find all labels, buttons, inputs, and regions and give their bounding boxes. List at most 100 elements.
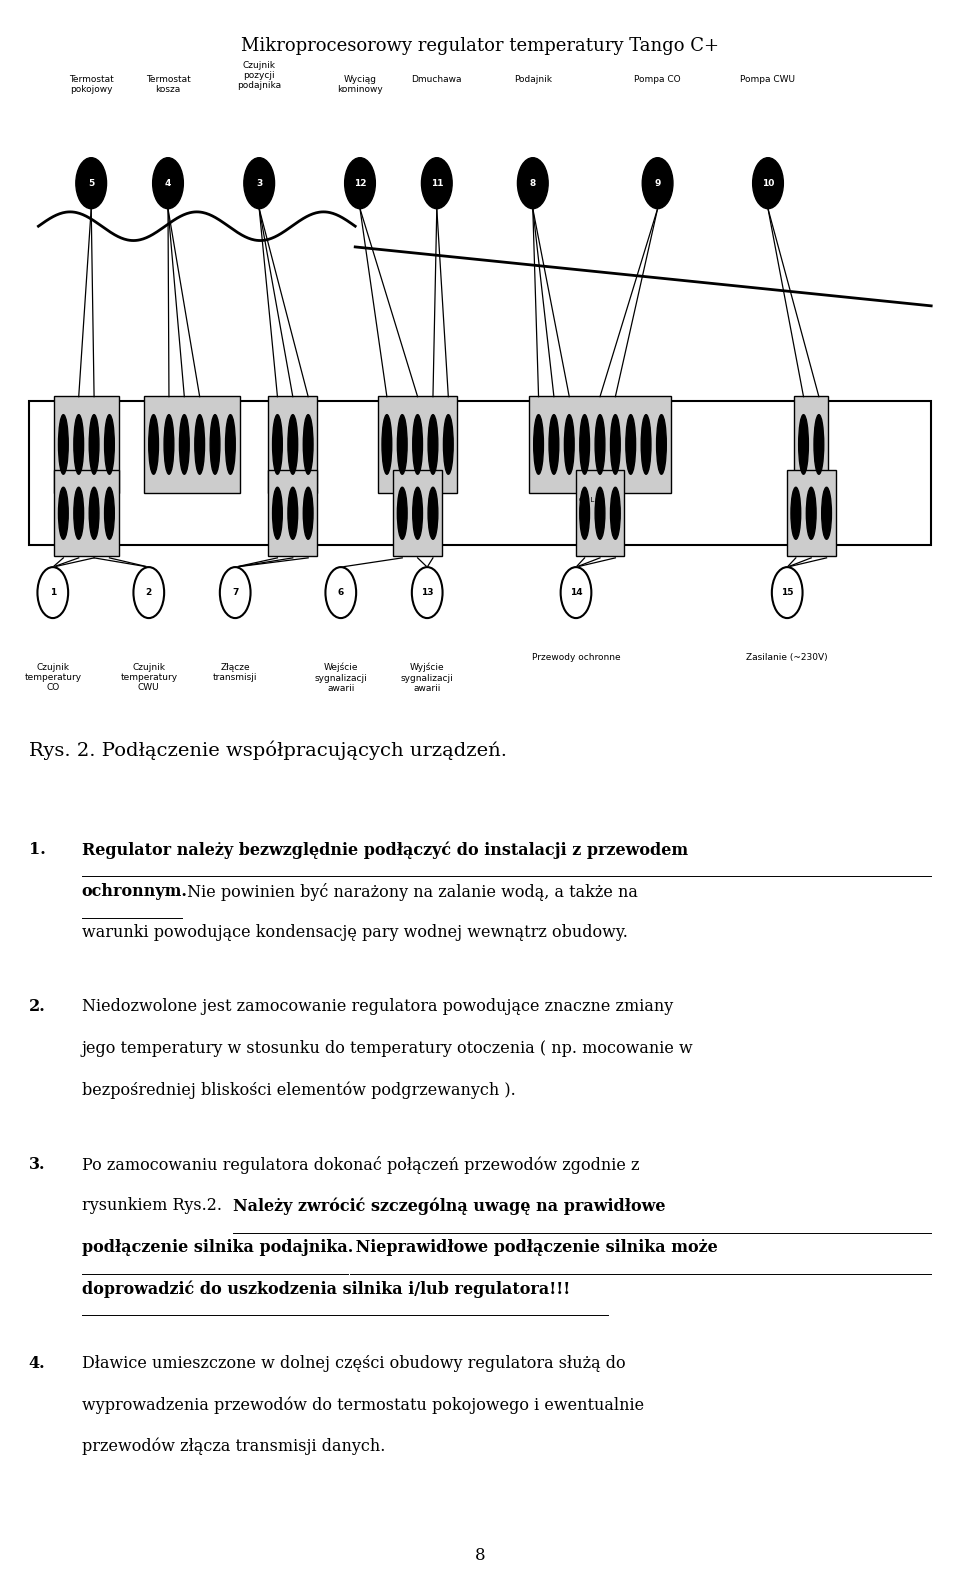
Text: jego temperatury w stosunku do temperatury otoczenia ( np. mocowanie w: jego temperatury w stosunku do temperatu…: [82, 1040, 693, 1056]
Text: Zasilanie (~230V): Zasilanie (~230V): [746, 653, 828, 663]
Ellipse shape: [59, 414, 68, 475]
Circle shape: [345, 158, 375, 209]
Text: warunki powodujące kondensację pary wodnej wewnątrz obudowy.: warunki powodujące kondensację pary wodn…: [82, 924, 628, 941]
Text: Mikroprocesorowy regulator temperatury Tango C+: Mikroprocesorowy regulator temperatury T…: [241, 37, 719, 54]
Text: Nieprawidłowe podłączenie silnika może: Nieprawidłowe podłączenie silnika może: [350, 1239, 718, 1255]
Text: Wyciąg
kominowy: Wyciąg kominowy: [337, 75, 383, 94]
Text: 12: 12: [353, 178, 367, 188]
Ellipse shape: [626, 414, 636, 475]
Text: 8: 8: [474, 1547, 486, 1564]
Ellipse shape: [397, 414, 407, 475]
Circle shape: [561, 567, 591, 618]
Ellipse shape: [641, 414, 651, 475]
Ellipse shape: [149, 414, 158, 475]
Text: ochronnym.: ochronnym.: [82, 883, 187, 900]
Text: 7: 7: [232, 588, 238, 597]
Ellipse shape: [59, 487, 68, 540]
FancyBboxPatch shape: [268, 395, 317, 494]
Text: 2: 2: [146, 588, 152, 597]
Ellipse shape: [580, 487, 589, 540]
Ellipse shape: [806, 487, 816, 540]
Ellipse shape: [303, 487, 313, 540]
Ellipse shape: [180, 414, 189, 475]
Text: Pompa CO: Pompa CO: [635, 75, 681, 84]
Circle shape: [220, 567, 251, 618]
Text: 4.: 4.: [29, 1354, 45, 1372]
Ellipse shape: [195, 414, 204, 475]
Text: Czujnik
temperatury
CWU: Czujnik temperatury CWU: [120, 663, 178, 693]
Text: Wyjście
sygnalizacji
awarii: Wyjście sygnalizacji awarii: [401, 663, 453, 693]
Text: Czujnik
temperatury
CO: Czujnik temperatury CO: [24, 663, 82, 693]
Text: Niedozwolone jest zamocowanie regulatora powodujące znaczne zmiany: Niedozwolone jest zamocowanie regulatora…: [82, 999, 673, 1015]
Ellipse shape: [105, 487, 114, 540]
Text: Podajnik: Podajnik: [514, 75, 552, 84]
Ellipse shape: [164, 414, 174, 475]
Ellipse shape: [288, 487, 298, 540]
Text: 15: 15: [780, 588, 794, 597]
Text: 13: 13: [420, 588, 434, 597]
Circle shape: [421, 158, 452, 209]
Text: bezpośredniej bliskości elementów podgrzewanych ).: bezpośredniej bliskości elementów podgrz…: [82, 1082, 516, 1099]
Text: 3.: 3.: [29, 1157, 45, 1172]
Circle shape: [412, 567, 443, 618]
Ellipse shape: [595, 487, 605, 540]
Text: 5: 5: [88, 178, 94, 188]
FancyBboxPatch shape: [29, 401, 931, 545]
Ellipse shape: [534, 414, 543, 475]
Ellipse shape: [74, 487, 84, 540]
FancyBboxPatch shape: [145, 395, 240, 494]
Ellipse shape: [273, 414, 282, 475]
FancyBboxPatch shape: [529, 395, 670, 494]
Ellipse shape: [210, 414, 220, 475]
Text: 9: 9: [655, 178, 660, 188]
FancyBboxPatch shape: [377, 395, 458, 494]
Ellipse shape: [822, 487, 831, 540]
Ellipse shape: [564, 414, 574, 475]
Ellipse shape: [580, 414, 589, 475]
Ellipse shape: [657, 414, 666, 475]
Ellipse shape: [397, 487, 407, 540]
Circle shape: [153, 158, 183, 209]
FancyBboxPatch shape: [268, 470, 317, 556]
Text: C   L   L   LR: C L L LR: [579, 497, 621, 503]
FancyBboxPatch shape: [54, 395, 119, 494]
Text: 1: 1: [50, 588, 56, 597]
Circle shape: [244, 158, 275, 209]
Circle shape: [517, 158, 548, 209]
Text: Dmuchawa: Dmuchawa: [412, 75, 462, 84]
Ellipse shape: [273, 487, 282, 540]
Text: Czujnik
pozycji
podajnika: Czujnik pozycji podajnika: [237, 61, 281, 91]
Text: 6: 6: [338, 588, 344, 597]
Ellipse shape: [611, 487, 620, 540]
Ellipse shape: [814, 414, 824, 475]
Text: 14: 14: [569, 588, 583, 597]
Circle shape: [325, 567, 356, 618]
Text: Termostat
pokojowy: Termostat pokojowy: [69, 75, 113, 94]
Ellipse shape: [428, 414, 438, 475]
Text: Nie powinien być narażony na zalanie wodą, a także na: Nie powinien być narażony na zalanie wod…: [182, 883, 638, 900]
Text: Wejście
sygnalizacji
awarii: Wejście sygnalizacji awarii: [315, 663, 367, 693]
Text: rysunkiem Rys.2.: rysunkiem Rys.2.: [82, 1198, 227, 1214]
Ellipse shape: [382, 414, 392, 475]
Text: 8: 8: [530, 178, 536, 188]
Text: przewodów złącza transmisji danych.: przewodów złącza transmisji danych.: [82, 1437, 385, 1454]
Ellipse shape: [413, 487, 422, 540]
Ellipse shape: [413, 414, 422, 475]
Text: Dławice umieszczone w dolnej części obudowy regulatora służą do: Dławice umieszczone w dolnej części obud…: [82, 1354, 625, 1372]
Text: Pompa CWU: Pompa CWU: [740, 75, 796, 84]
Circle shape: [133, 567, 164, 618]
Ellipse shape: [611, 414, 620, 475]
Ellipse shape: [74, 414, 84, 475]
Text: wyprowadzenia przewodów do termostatu pokojowego i ewentualnie: wyprowadzenia przewodów do termostatu po…: [82, 1395, 644, 1413]
Text: 1.: 1.: [29, 841, 45, 859]
FancyBboxPatch shape: [394, 470, 442, 556]
Text: Regulator należy bezwzględnie podłączyć do instalacji z przewodem: Regulator należy bezwzględnie podłączyć …: [82, 841, 687, 859]
Circle shape: [76, 158, 107, 209]
Circle shape: [772, 567, 803, 618]
Ellipse shape: [89, 487, 99, 540]
Ellipse shape: [549, 414, 559, 475]
Ellipse shape: [595, 414, 605, 475]
Ellipse shape: [428, 487, 438, 540]
Text: Po zamocowaniu regulatora dokonać połączeń przewodów zgodnie z: Po zamocowaniu regulatora dokonać połącz…: [82, 1157, 639, 1174]
Circle shape: [642, 158, 673, 209]
